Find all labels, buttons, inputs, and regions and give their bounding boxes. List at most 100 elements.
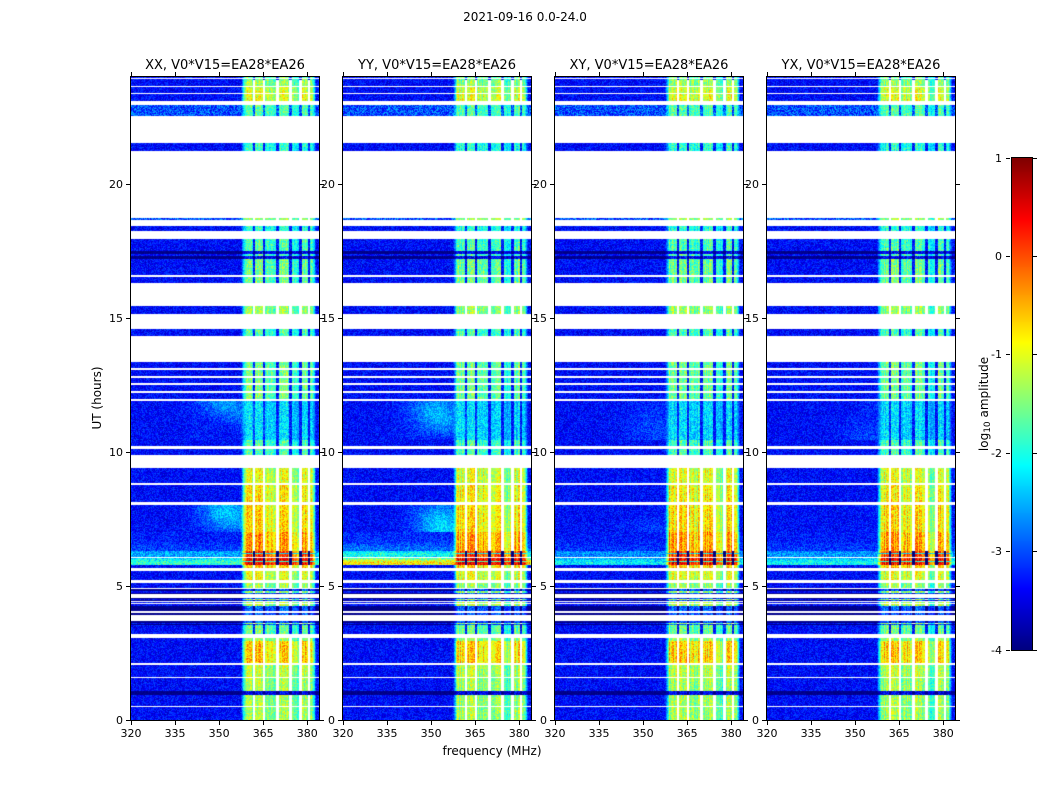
x-tick-label: 335	[376, 727, 398, 740]
axis-tick	[126, 585, 130, 587]
axis-tick	[550, 451, 554, 453]
axis-tick	[550, 585, 554, 587]
colorbar	[1011, 157, 1033, 651]
axis-tick	[532, 451, 536, 453]
axis-tick	[320, 719, 324, 721]
axis-tick	[174, 721, 176, 725]
axis-tick	[1006, 157, 1010, 159]
axis-tick	[532, 317, 536, 319]
axis-tick	[338, 183, 342, 185]
axis-tick	[598, 721, 600, 725]
x-tick-label: 365	[676, 727, 698, 740]
y-tick-label: 0	[328, 713, 335, 727]
axis-tick	[744, 719, 748, 721]
axis-tick	[518, 72, 520, 76]
y-tick-label: 5	[752, 579, 759, 593]
axis-tick	[956, 451, 960, 453]
y-tick-label: 15	[321, 311, 335, 325]
axis-tick	[730, 721, 732, 725]
axis-tick	[744, 317, 748, 319]
x-tick-label: 335	[164, 727, 186, 740]
x-tick-label: 335	[800, 727, 822, 740]
axis-tick	[218, 721, 220, 725]
axis-tick	[686, 721, 688, 725]
colorbar-label-subscript: 10	[983, 421, 993, 433]
y-tick-label: 20	[109, 177, 123, 191]
x-tick-label: 365	[464, 727, 486, 740]
axis-tick	[730, 72, 732, 76]
axis-tick	[306, 72, 308, 76]
axis-tick	[320, 451, 324, 453]
axis-tick	[762, 719, 766, 721]
axis-tick	[642, 721, 644, 725]
axis-tick	[342, 721, 344, 725]
axis-tick	[1006, 255, 1010, 257]
axis-tick	[854, 721, 856, 725]
x-tick-label: 320	[120, 727, 142, 740]
x-tick-label: 350	[632, 727, 654, 740]
axis-tick	[338, 317, 342, 319]
x-tick-label: 335	[588, 727, 610, 740]
colorbar-tick-label: -2	[991, 446, 1002, 460]
axis-tick	[762, 317, 766, 319]
panel-title-xx: XX, V0*V15=EA28*EA26	[145, 58, 305, 73]
y-tick-label: 5	[116, 579, 123, 593]
axis-tick	[262, 721, 264, 725]
axis-tick	[942, 72, 944, 76]
colorbar-tick-label: -3	[991, 545, 1002, 559]
axis-tick	[744, 451, 748, 453]
axis-tick	[956, 317, 960, 319]
axis-tick	[762, 183, 766, 185]
axis-tick	[126, 451, 130, 453]
x-tick-label: 350	[208, 727, 230, 740]
axis-tick	[1033, 649, 1037, 651]
axis-tick	[532, 183, 536, 185]
axis-tick	[1033, 354, 1037, 356]
y-tick-label: 5	[540, 579, 547, 593]
axis-tick	[130, 721, 132, 725]
axis-tick	[810, 72, 812, 76]
axis-tick	[342, 72, 344, 76]
y-tick-label: 5	[328, 579, 335, 593]
axis-tick	[554, 72, 556, 76]
axis-tick	[898, 721, 900, 725]
colorbar-tick-label: -1	[991, 348, 1002, 362]
axis-tick	[1006, 649, 1010, 651]
axis-tick	[686, 72, 688, 76]
y-tick-label: 10	[109, 445, 123, 459]
axis-tick	[550, 317, 554, 319]
spectrogram-canvas-xy	[554, 76, 744, 721]
axis-tick	[1006, 551, 1010, 553]
axis-tick	[598, 72, 600, 76]
colorbar-label-suffix: amplitude	[977, 356, 991, 422]
colorbar-tick-label: -4	[991, 643, 1002, 657]
axis-tick	[532, 719, 536, 721]
axis-tick	[744, 585, 748, 587]
figure-title: 2021-09-16 0.0-24.0	[463, 10, 587, 24]
spectrogram-canvas-xx	[130, 76, 320, 721]
y-tick-label: 10	[533, 445, 547, 459]
axis-tick	[474, 72, 476, 76]
x-tick-label: 320	[544, 727, 566, 740]
axis-tick	[810, 721, 812, 725]
axis-tick	[744, 183, 748, 185]
colorbar-label: log10 amplitude	[977, 357, 993, 451]
axis-tick	[320, 585, 324, 587]
colorbar-tick-label: 1	[995, 151, 1002, 165]
axis-tick	[762, 451, 766, 453]
y-tick-label: 10	[321, 445, 335, 459]
y-tick-label: 20	[745, 177, 759, 191]
axis-tick	[550, 183, 554, 185]
axis-tick	[956, 719, 960, 721]
x-tick-label: 350	[420, 727, 442, 740]
spectrogram-canvas-yy	[342, 76, 532, 721]
axis-tick	[518, 721, 520, 725]
x-tick-label: 380	[720, 727, 742, 740]
y-axis-label: UT (hours)	[90, 366, 104, 430]
axis-tick	[306, 721, 308, 725]
axis-tick	[386, 721, 388, 725]
y-tick-label: 15	[533, 311, 547, 325]
x-axis-label: frequency (MHz)	[442, 744, 542, 758]
axis-tick	[126, 317, 130, 319]
axis-tick	[762, 585, 766, 587]
